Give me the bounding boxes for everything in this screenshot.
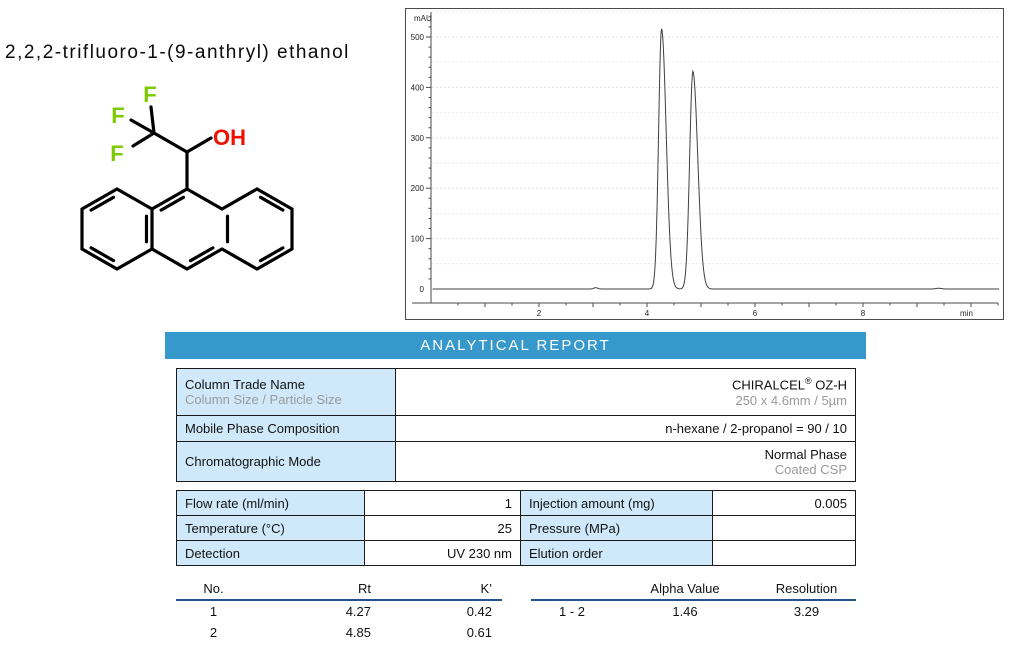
table-row: 2 4.85 0.61	[176, 622, 502, 643]
separation-results-table: Alpha Value Resolution 1 - 2 1.46 3.29	[531, 578, 856, 622]
pair-header	[531, 578, 613, 600]
chemical-structure: F F F OH	[60, 75, 320, 305]
peak-kprime: 0.61	[466, 625, 492, 640]
results-header-row: No. Rt K’	[176, 578, 502, 600]
table-row: 1 - 2 1.46 3.29	[531, 600, 856, 622]
chromatogram-panel: 0 100 200 300 400 500 mAU 2 4 6 8 min	[405, 8, 1004, 320]
table-row: 1 4.27 0.42	[176, 600, 502, 622]
detection-label: Detection	[176, 540, 365, 566]
resolution-value: 3.29	[793, 604, 820, 619]
peak-no: 1	[209, 604, 218, 619]
subvalue-line: 250 x 4.6mm / 5µm	[735, 392, 847, 408]
molecule-drawing: F F F OH	[80, 82, 294, 271]
no-header: No.	[203, 581, 224, 596]
hydroxyl-group-label: OH	[213, 125, 246, 150]
results-header-row: Alpha Value Resolution	[531, 578, 856, 600]
svg-text:100: 100	[411, 235, 425, 244]
run-conditions-table: Flow rate (ml/min) 1 Injection amount (m…	[176, 490, 856, 566]
peak-results-table: No. Rt K’ 1 4.27 0.42 2 4.85 0.61	[176, 578, 502, 643]
alpha-value-header: Alpha Value	[650, 581, 720, 596]
flow-rate-label: Flow rate (ml/min)	[176, 490, 365, 516]
value-line: Normal Phase	[764, 446, 847, 462]
fluorine-atom-label: F	[110, 141, 123, 166]
rt-header: Rt	[358, 581, 371, 596]
chromatographic-mode-label: Chromatographic Mode	[176, 441, 396, 482]
injection-amount-label: Injection amount (mg)	[520, 490, 713, 516]
kprime-header: K’	[480, 581, 492, 596]
elution-order-value	[712, 540, 856, 566]
table-row: Temperature (°C) 25 Pressure (MPa)	[176, 515, 856, 541]
svg-text:mAU: mAU	[414, 14, 432, 23]
svg-text:8: 8	[861, 309, 866, 318]
table-row: Column Trade Name Column Size / Particle…	[176, 368, 856, 416]
resolution-header: Resolution	[775, 581, 838, 596]
chromatographic-mode-value: Normal Phase Coated CSP	[395, 441, 856, 482]
svg-text:400: 400	[411, 83, 425, 92]
compound-title: 2,2,2-trifluoro-1-(9-anthryl) ethanol	[5, 42, 350, 63]
sublabel-line: Column Size / Particle Size	[185, 392, 342, 407]
table-row: Chromatographic Mode Normal Phase Coated…	[176, 441, 856, 482]
svg-text:500: 500	[411, 33, 425, 42]
peak-rt: 4.27	[345, 604, 371, 619]
table-row: Detection UV 230 nm Elution order	[176, 540, 856, 566]
peak-pair: 1 - 2	[558, 604, 585, 619]
svg-text:2: 2	[537, 309, 542, 318]
fluorine-atom-label: F	[111, 103, 124, 128]
injection-amount-value: 0.005	[712, 490, 856, 516]
table-row: Flow rate (ml/min) 1 Injection amount (m…	[176, 490, 856, 516]
column-info-table: Column Trade Name Column Size / Particle…	[176, 368, 856, 482]
temperature-label: Temperature (°C)	[176, 515, 365, 541]
svg-text:0: 0	[420, 285, 425, 294]
mobile-phase-label: Mobile Phase Composition	[176, 415, 396, 442]
svg-text:6: 6	[753, 309, 758, 318]
svg-text:300: 300	[411, 134, 425, 143]
pressure-label: Pressure (MPa)	[520, 515, 713, 541]
svg-text:200: 200	[411, 184, 425, 193]
column-trade-name-label: Column Trade Name Column Size / Particle…	[176, 368, 396, 416]
temperature-value: 25	[364, 515, 521, 541]
alpha-value: 1.46	[672, 604, 698, 619]
svg-text:min: min	[960, 309, 973, 318]
mobile-phase-value: n-hexane / 2-propanol = 90 / 10	[395, 415, 856, 442]
peak-kprime: 0.42	[466, 604, 492, 619]
chromatogram-plot: 0 100 200 300 400 500 mAU 2 4 6 8 min	[411, 11, 1000, 318]
elution-order-label: Elution order	[520, 540, 713, 566]
analytical-report-header: ANALYTICAL REPORT	[165, 332, 866, 359]
bond-skeleton	[80, 105, 294, 271]
peak-no: 2	[209, 625, 218, 640]
subvalue-line: Coated CSP	[774, 461, 847, 477]
column-trade-name-value: CHIRALCEL® OZ-H 250 x 4.6mm / 5µm	[395, 368, 856, 416]
pressure-value	[712, 515, 856, 541]
peak-rt: 4.85	[345, 625, 371, 640]
flow-rate-value: 1	[364, 490, 521, 516]
svg-text:4: 4	[645, 309, 650, 318]
fluorine-atom-label: F	[143, 82, 156, 107]
value-line: CHIRALCEL® OZ-H	[732, 376, 847, 393]
detection-value: UV 230 nm	[364, 540, 521, 566]
label-line: Column Trade Name	[185, 377, 305, 392]
table-row: Mobile Phase Composition n-hexane / 2-pr…	[176, 415, 856, 442]
